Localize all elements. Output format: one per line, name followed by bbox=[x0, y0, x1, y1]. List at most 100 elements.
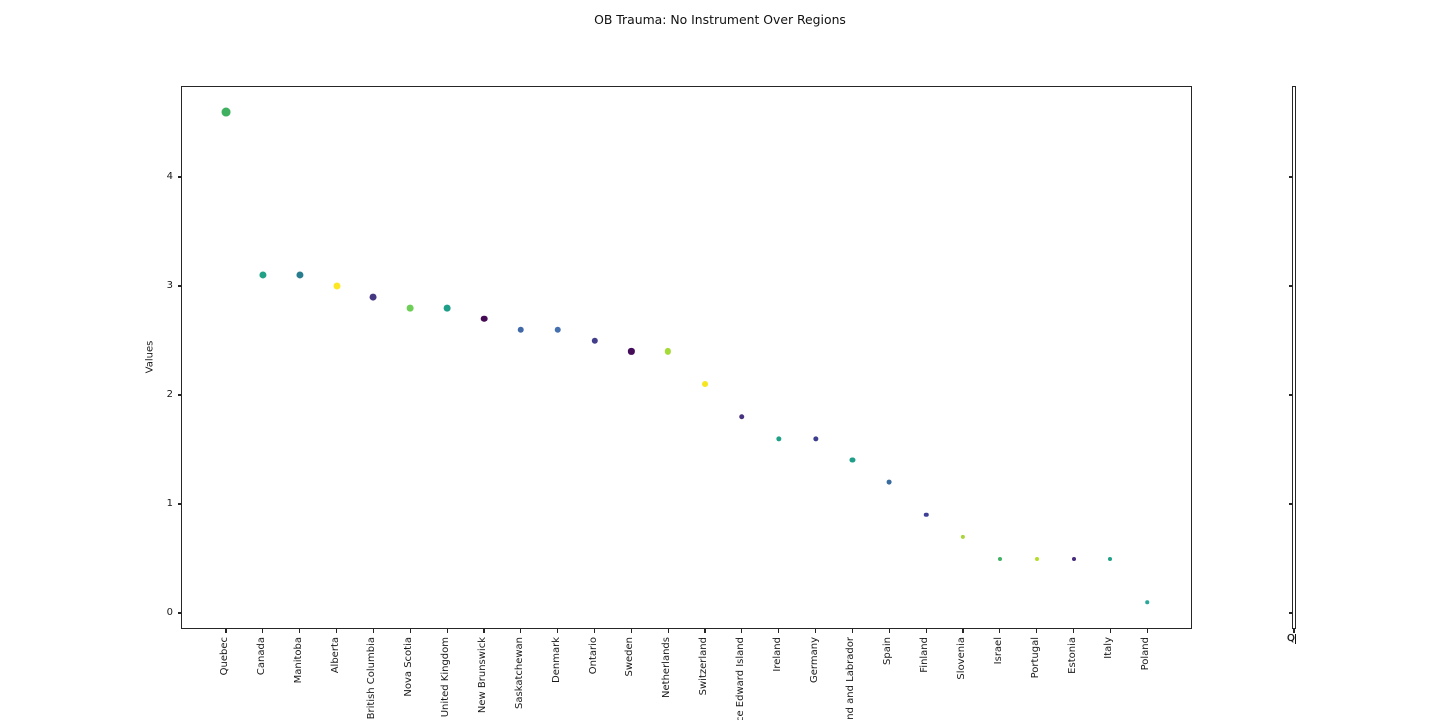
data-point bbox=[1108, 556, 1113, 561]
secondary-y-tick-mark bbox=[1288, 394, 1292, 396]
y-tick-label: 3 bbox=[166, 280, 173, 291]
x-tick-label: United Kingdom bbox=[440, 637, 452, 718]
x-tick-mark bbox=[409, 629, 411, 633]
x-tick-mark bbox=[372, 629, 374, 633]
x-tick-label: Finland bbox=[919, 637, 931, 673]
data-point bbox=[369, 293, 377, 301]
x-tick-label: Germany bbox=[808, 637, 820, 683]
x-tick-label: Switzerland bbox=[698, 637, 710, 696]
data-point bbox=[480, 315, 488, 322]
data-point bbox=[923, 512, 929, 518]
x-tick-label: Denmark bbox=[550, 637, 562, 683]
data-point bbox=[443, 304, 451, 312]
x-tick-label: Israel bbox=[992, 637, 1004, 665]
data-point bbox=[1071, 556, 1076, 561]
data-point bbox=[739, 414, 745, 420]
y-tick-mark bbox=[177, 176, 181, 178]
chart-title: OB Trauma: No Instrument Over Regions bbox=[594, 12, 846, 27]
x-tick-mark bbox=[225, 629, 227, 633]
x-tick-label: Newfoundland and Labrador bbox=[845, 637, 857, 720]
data-point bbox=[886, 479, 892, 485]
x-tick-mark bbox=[851, 629, 854, 633]
x-tick-mark bbox=[446, 629, 448, 633]
data-point bbox=[997, 556, 1002, 561]
y-tick-mark bbox=[177, 612, 181, 614]
data-point bbox=[517, 326, 525, 333]
data-point bbox=[221, 107, 231, 117]
x-tick-mark bbox=[483, 629, 485, 633]
x-tick-mark bbox=[704, 629, 706, 633]
x-tick-label: Saskatchewan bbox=[513, 637, 525, 709]
secondary-x-tick-mark bbox=[1293, 629, 1295, 633]
x-tick-mark bbox=[299, 629, 301, 633]
x-tick-mark bbox=[999, 629, 1001, 633]
y-tick-mark bbox=[177, 503, 181, 505]
x-tick-mark bbox=[520, 629, 522, 633]
secondary-plot-area bbox=[1292, 86, 1296, 629]
x-tick-label: British Columbia bbox=[366, 637, 378, 720]
data-point bbox=[1034, 556, 1039, 561]
x-tick-label: Manitoba bbox=[292, 637, 304, 684]
secondary-y-tick-mark bbox=[1288, 612, 1292, 614]
data-point bbox=[776, 435, 782, 442]
x-tick-label: Portugal bbox=[1029, 637, 1041, 679]
x-tick-label: Ontario bbox=[587, 637, 599, 675]
x-tick-label: Ireland bbox=[771, 637, 783, 672]
x-tick-mark bbox=[1036, 629, 1038, 633]
data-point bbox=[702, 381, 708, 388]
y-tick-label: 1 bbox=[166, 498, 173, 509]
x-tick-mark bbox=[593, 629, 596, 633]
data-point bbox=[259, 271, 267, 279]
secondary-y-tick-mark bbox=[1288, 285, 1292, 287]
data-point bbox=[665, 348, 672, 355]
secondary-y-tick-mark bbox=[1288, 176, 1292, 178]
x-tick-mark bbox=[1072, 629, 1075, 633]
x-tick-label: Quebec bbox=[219, 637, 230, 676]
secondary-y-tick-mark bbox=[1288, 503, 1292, 505]
x-tick-mark bbox=[335, 629, 338, 633]
x-tick-label: Canada bbox=[255, 637, 267, 676]
x-tick-mark bbox=[1109, 629, 1111, 633]
y-tick-mark bbox=[177, 394, 181, 396]
x-tick-label: New Brunswick bbox=[476, 637, 488, 714]
data-point bbox=[591, 337, 598, 344]
x-tick-mark bbox=[815, 629, 817, 633]
x-tick-mark bbox=[741, 629, 743, 633]
x-tick-label: Alberta bbox=[329, 637, 341, 674]
x-tick-mark bbox=[1146, 629, 1148, 633]
y-tick-mark bbox=[177, 285, 181, 287]
x-tick-mark bbox=[962, 629, 964, 633]
y-axis-label: Values bbox=[144, 340, 156, 374]
data-point bbox=[296, 271, 304, 279]
data-point bbox=[333, 282, 341, 290]
y-tick-label: 0 bbox=[166, 607, 173, 618]
x-tick-mark bbox=[630, 629, 632, 633]
x-tick-label: Poland bbox=[1140, 637, 1152, 671]
x-tick-mark bbox=[778, 629, 780, 633]
data-point bbox=[1145, 600, 1150, 604]
secondary-x-tick-label-overlap: Q bbox=[1287, 633, 1296, 644]
x-tick-label: Netherlands bbox=[661, 637, 673, 698]
x-tick-mark bbox=[888, 629, 890, 633]
x-tick-label: Sweden bbox=[624, 637, 636, 677]
x-tick-mark bbox=[557, 629, 559, 633]
data-point bbox=[406, 304, 414, 312]
x-tick-mark bbox=[262, 629, 264, 633]
data-point bbox=[628, 348, 635, 355]
data-point bbox=[554, 326, 561, 333]
y-tick-label: 2 bbox=[166, 389, 173, 400]
x-tick-label: Nova Scotia bbox=[403, 637, 415, 697]
data-point bbox=[849, 457, 855, 463]
x-tick-label: Prince Edward Island bbox=[734, 637, 746, 720]
x-tick-label: Slovenia bbox=[956, 637, 967, 680]
data-point bbox=[812, 435, 819, 442]
x-tick-label: Estonia bbox=[1066, 637, 1078, 674]
x-tick-label: Italy bbox=[1103, 637, 1115, 659]
overlap-stroke bbox=[1294, 633, 1296, 644]
overlap-letter: Q bbox=[1287, 633, 1295, 644]
data-point bbox=[960, 534, 966, 539]
x-tick-mark bbox=[925, 629, 927, 633]
main-plot-area bbox=[181, 86, 1192, 629]
x-tick-label: Spain bbox=[882, 637, 894, 665]
